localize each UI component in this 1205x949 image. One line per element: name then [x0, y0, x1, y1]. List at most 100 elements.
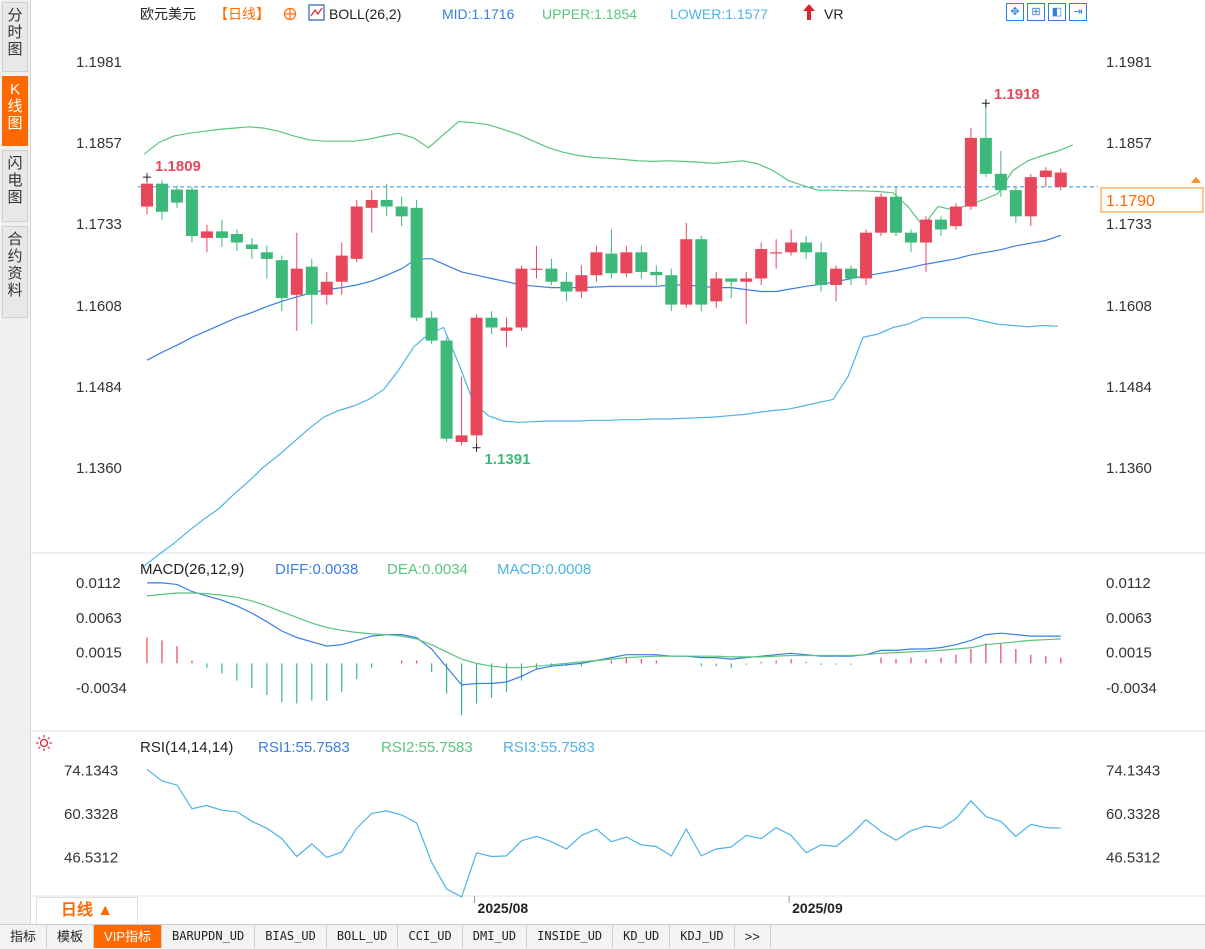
price-marker-icon	[1191, 176, 1201, 183]
candle	[455, 376, 468, 446]
bottom-tab-7[interactable]: DMI_UD	[463, 925, 528, 948]
candle-body	[185, 189, 198, 236]
candle	[710, 271, 723, 308]
period-button-label: 日线 ▲	[60, 902, 114, 919]
bottom-tab-4[interactable]: BIAS_UD	[255, 925, 327, 948]
date-tick-label: 2025/08	[478, 900, 529, 916]
candle-body	[590, 252, 603, 276]
tab-lightning[interactable]: 闪电图	[2, 150, 28, 222]
vr-label: VR	[824, 6, 843, 22]
candle	[500, 317, 513, 348]
candle-body	[919, 219, 932, 243]
arrow-up-icon[interactable]	[803, 4, 815, 20]
candle	[725, 278, 738, 299]
candle	[260, 245, 273, 279]
high-marker	[981, 99, 990, 108]
chart-toolbar: ✥ ⊞ ◧ ⇥	[1006, 3, 1087, 21]
candle-body	[785, 242, 798, 253]
price-tick-left: 1.1608	[76, 298, 122, 315]
candle-body	[1054, 172, 1067, 187]
rsi3-value: RSI3:55.7583	[503, 739, 595, 756]
candle	[170, 185, 183, 208]
candle-body	[245, 244, 258, 250]
candle-body	[440, 340, 453, 439]
candle	[365, 190, 378, 233]
tab-timeshare[interactable]: 分时图	[2, 2, 28, 72]
candle	[815, 242, 828, 292]
tab-timeshare-label: 分时图	[7, 7, 23, 58]
candle-body	[725, 278, 738, 282]
candle-body	[635, 252, 648, 272]
price-tick-left: 1.1484	[76, 379, 122, 396]
boll-name: BOLL(26,2)	[329, 6, 401, 22]
candlesticks	[141, 103, 1067, 448]
candle	[949, 203, 962, 230]
candle-body	[575, 275, 588, 292]
bottom-tab-8[interactable]: INSIDE_UD	[527, 925, 614, 948]
fullscreen-icon[interactable]: ⇥	[1069, 3, 1087, 21]
settings-sun-icon[interactable]	[36, 735, 52, 751]
compare-icon[interactable]	[283, 7, 297, 21]
macd-tick-left: 0.0063	[76, 610, 122, 627]
candle	[1039, 167, 1052, 187]
current-price-value: 1.1790	[1106, 193, 1155, 210]
bottom-tab-3[interactable]: BARUPDN_UD	[162, 925, 256, 948]
tab-contract-info[interactable]: 合约资料	[2, 226, 28, 318]
candle-body	[425, 317, 438, 341]
price-tick-left: 1.1360	[76, 460, 122, 477]
price-axis: 1.1981 1.1981 1.1857 1.1857 1.1733 1.1733 1.16…	[76, 54, 1152, 477]
candle	[395, 196, 408, 227]
zoom-in-icon[interactable]: ⊞	[1027, 3, 1045, 21]
price-tick-right: 1.1484	[1106, 379, 1152, 396]
bottom-tab-5[interactable]: BOLL_UD	[327, 925, 399, 948]
bottom-tab-1[interactable]: 模板	[47, 925, 95, 948]
macd-lines	[146, 582, 1061, 686]
candle	[875, 193, 888, 236]
bottom-tab-10[interactable]: KDJ_UD	[670, 925, 735, 948]
candle	[979, 103, 992, 178]
candle-body	[305, 266, 318, 295]
macd-diff-value: DIFF:0.0038	[275, 561, 358, 578]
price-tick-right: 1.1360	[1106, 460, 1152, 477]
candle-body	[695, 239, 708, 305]
crosshair-icon[interactable]: ✥	[1006, 3, 1024, 21]
candle	[275, 255, 288, 312]
candle	[560, 271, 573, 302]
candle-body	[515, 268, 528, 328]
macd-dea-line	[146, 592, 1061, 669]
rsi-tick-left: 74.1343	[64, 762, 118, 779]
period-button[interactable]: 日线 ▲	[36, 897, 138, 925]
candle	[964, 128, 977, 210]
candle-body	[1009, 190, 1022, 217]
candle	[200, 224, 213, 253]
bottom-tab-2[interactable]: VIP指标	[94, 925, 162, 948]
draw-tool-icon[interactable]: ◧	[1048, 3, 1066, 21]
candle	[919, 216, 932, 272]
candle-body	[350, 206, 363, 259]
candle	[994, 150, 1007, 197]
price-tick-left: 1.1733	[76, 216, 122, 233]
chart-canvas[interactable]: 欧元美元 【日线】 BOLL(26,2) MID:1.1716 UPPER:1.…	[0, 0, 1205, 924]
candle-body	[875, 196, 888, 233]
candle-body	[215, 231, 228, 238]
candle-body	[170, 189, 183, 203]
macd-macd-value: MACD:0.0008	[497, 561, 591, 578]
bottom-tab-6[interactable]: CCI_UD	[398, 925, 463, 948]
bottom-tab-11[interactable]: >>	[735, 925, 771, 948]
candle-body	[410, 207, 423, 318]
rsi-tick-right: 74.1343	[1106, 762, 1160, 779]
boll-mid-value: MID:1.1716	[442, 6, 515, 22]
candle-body	[141, 183, 153, 207]
candle-body	[890, 196, 902, 233]
boll-upper-line	[143, 120, 1074, 228]
bottom-tab-9[interactable]: KD_UD	[613, 925, 671, 948]
bottom-tab-0[interactable]: 指标	[0, 925, 48, 948]
candle-body	[290, 268, 303, 295]
candle	[605, 229, 618, 279]
candle-body	[320, 281, 333, 295]
candle	[650, 265, 663, 285]
candle-body	[1039, 170, 1052, 178]
indicator-chart-icon[interactable]	[308, 4, 325, 21]
